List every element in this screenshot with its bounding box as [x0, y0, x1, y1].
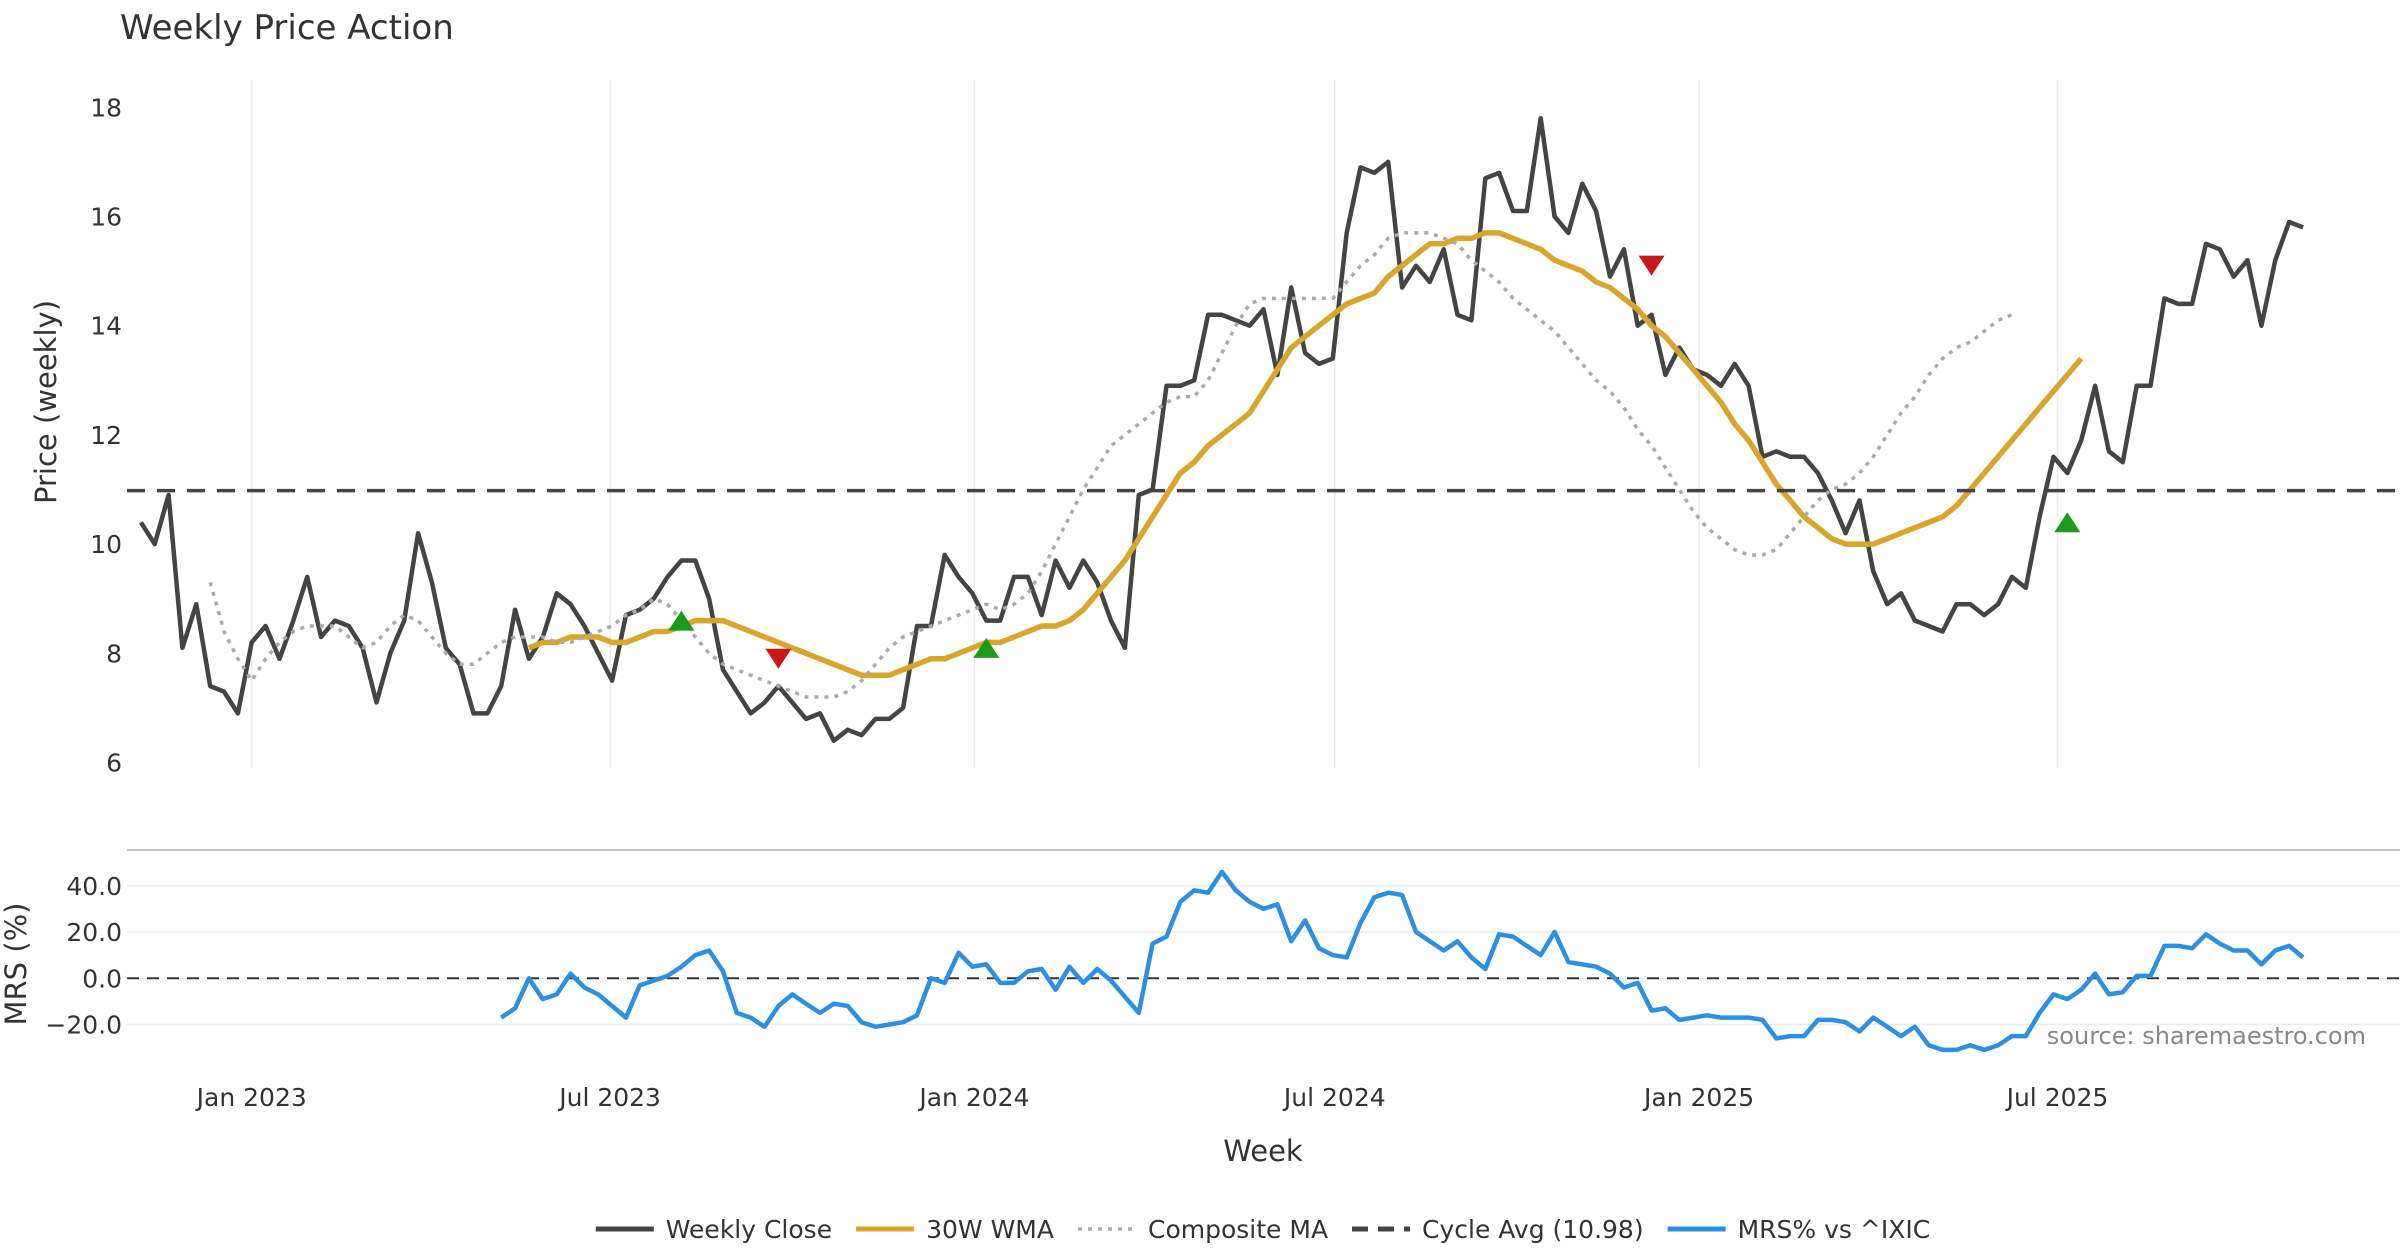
- buy-signal-marker: [668, 610, 695, 631]
- mrs-y-tick-label: 0.0: [82, 964, 122, 993]
- price-y-tick-label: 12: [90, 421, 122, 450]
- sell-signal-marker: [765, 648, 792, 669]
- legend-item: MRS% vs ^IXIC: [1667, 1215, 1931, 1244]
- price-y-axis: 6 8 10 12 14 16 18: [90, 93, 122, 777]
- legend-label: 30W WMA: [926, 1215, 1054, 1244]
- mrs-y-axis-title: MRS (%): [0, 903, 33, 1026]
- weekly-close-line: [138, 115, 2304, 743]
- price-panel-grid: [250, 80, 2059, 768]
- price-y-axis-title: Price (weekly): [29, 300, 63, 504]
- legend-label: MRS% vs ^IXIC: [1738, 1215, 1931, 1244]
- legend-label: Composite MA: [1148, 1215, 1328, 1244]
- mrs-series-lines: [499, 869, 2305, 1053]
- mrs-y-tick-label: 20.0: [66, 918, 122, 947]
- x-tick-label: Jan 2023: [195, 1083, 307, 1112]
- mrs-y-tick-label: 40.0: [66, 872, 122, 901]
- x-tick-label: Jul 2024: [1282, 1083, 1386, 1112]
- legend-item: Weekly Close: [595, 1215, 832, 1244]
- x-tick-label: Jul 2025: [2005, 1083, 2109, 1112]
- composite-ma-line: [208, 231, 2013, 699]
- price-y-tick-label: 6: [106, 749, 122, 778]
- buy-signal-marker: [973, 637, 1000, 658]
- legend-label: Weekly Close: [666, 1215, 832, 1244]
- legend-item: Composite MA: [1078, 1215, 1328, 1244]
- sell-signal-marker: [1638, 255, 1665, 276]
- buy-signal-marker: [2054, 512, 2081, 533]
- price-y-tick-label: 8: [106, 639, 122, 668]
- mrs-y-tick-label: −20.0: [45, 1011, 122, 1040]
- signal-markers: [668, 255, 2081, 669]
- price-y-tick-label: 16: [90, 203, 122, 232]
- legend-item: 30W WMA: [856, 1215, 1054, 1244]
- legend-item: Cycle Avg (10.98): [1352, 1215, 1644, 1244]
- x-tick-label: Jan 2025: [1642, 1083, 1754, 1112]
- x-tick-label: Jan 2024: [917, 1083, 1029, 1112]
- price-y-tick-label: 18: [90, 93, 122, 122]
- price-series-lines: [127, 115, 2400, 743]
- source-note: source: sharemaestro.com: [2047, 1022, 2366, 1050]
- mrs-y-axis: −20.0 0.0 20.0 40.0: [45, 872, 122, 1040]
- chart-legend: Weekly Close 30W WMA Composite MA Cycle Avg…: [595, 1215, 1931, 1244]
- legend-label: Cycle Avg (10.98): [1422, 1215, 1644, 1244]
- chart-title: Weekly Price Action: [120, 8, 454, 48]
- price-y-tick-label: 14: [90, 312, 122, 341]
- x-axis-title: Week: [1223, 1134, 1303, 1168]
- x-axis: Jan 2023 Jul 2023 Jan 2024 Jul 2024 Jan 2025…: [195, 1083, 2109, 1112]
- mrs-vs-ixic-line: [499, 869, 2305, 1053]
- price-y-tick-label: 10: [90, 530, 122, 559]
- x-tick-label: Jul 2023: [557, 1083, 661, 1112]
- 30w-wma-line: [527, 230, 2084, 678]
- mrs-panel-grid: [127, 885, 2400, 1026]
